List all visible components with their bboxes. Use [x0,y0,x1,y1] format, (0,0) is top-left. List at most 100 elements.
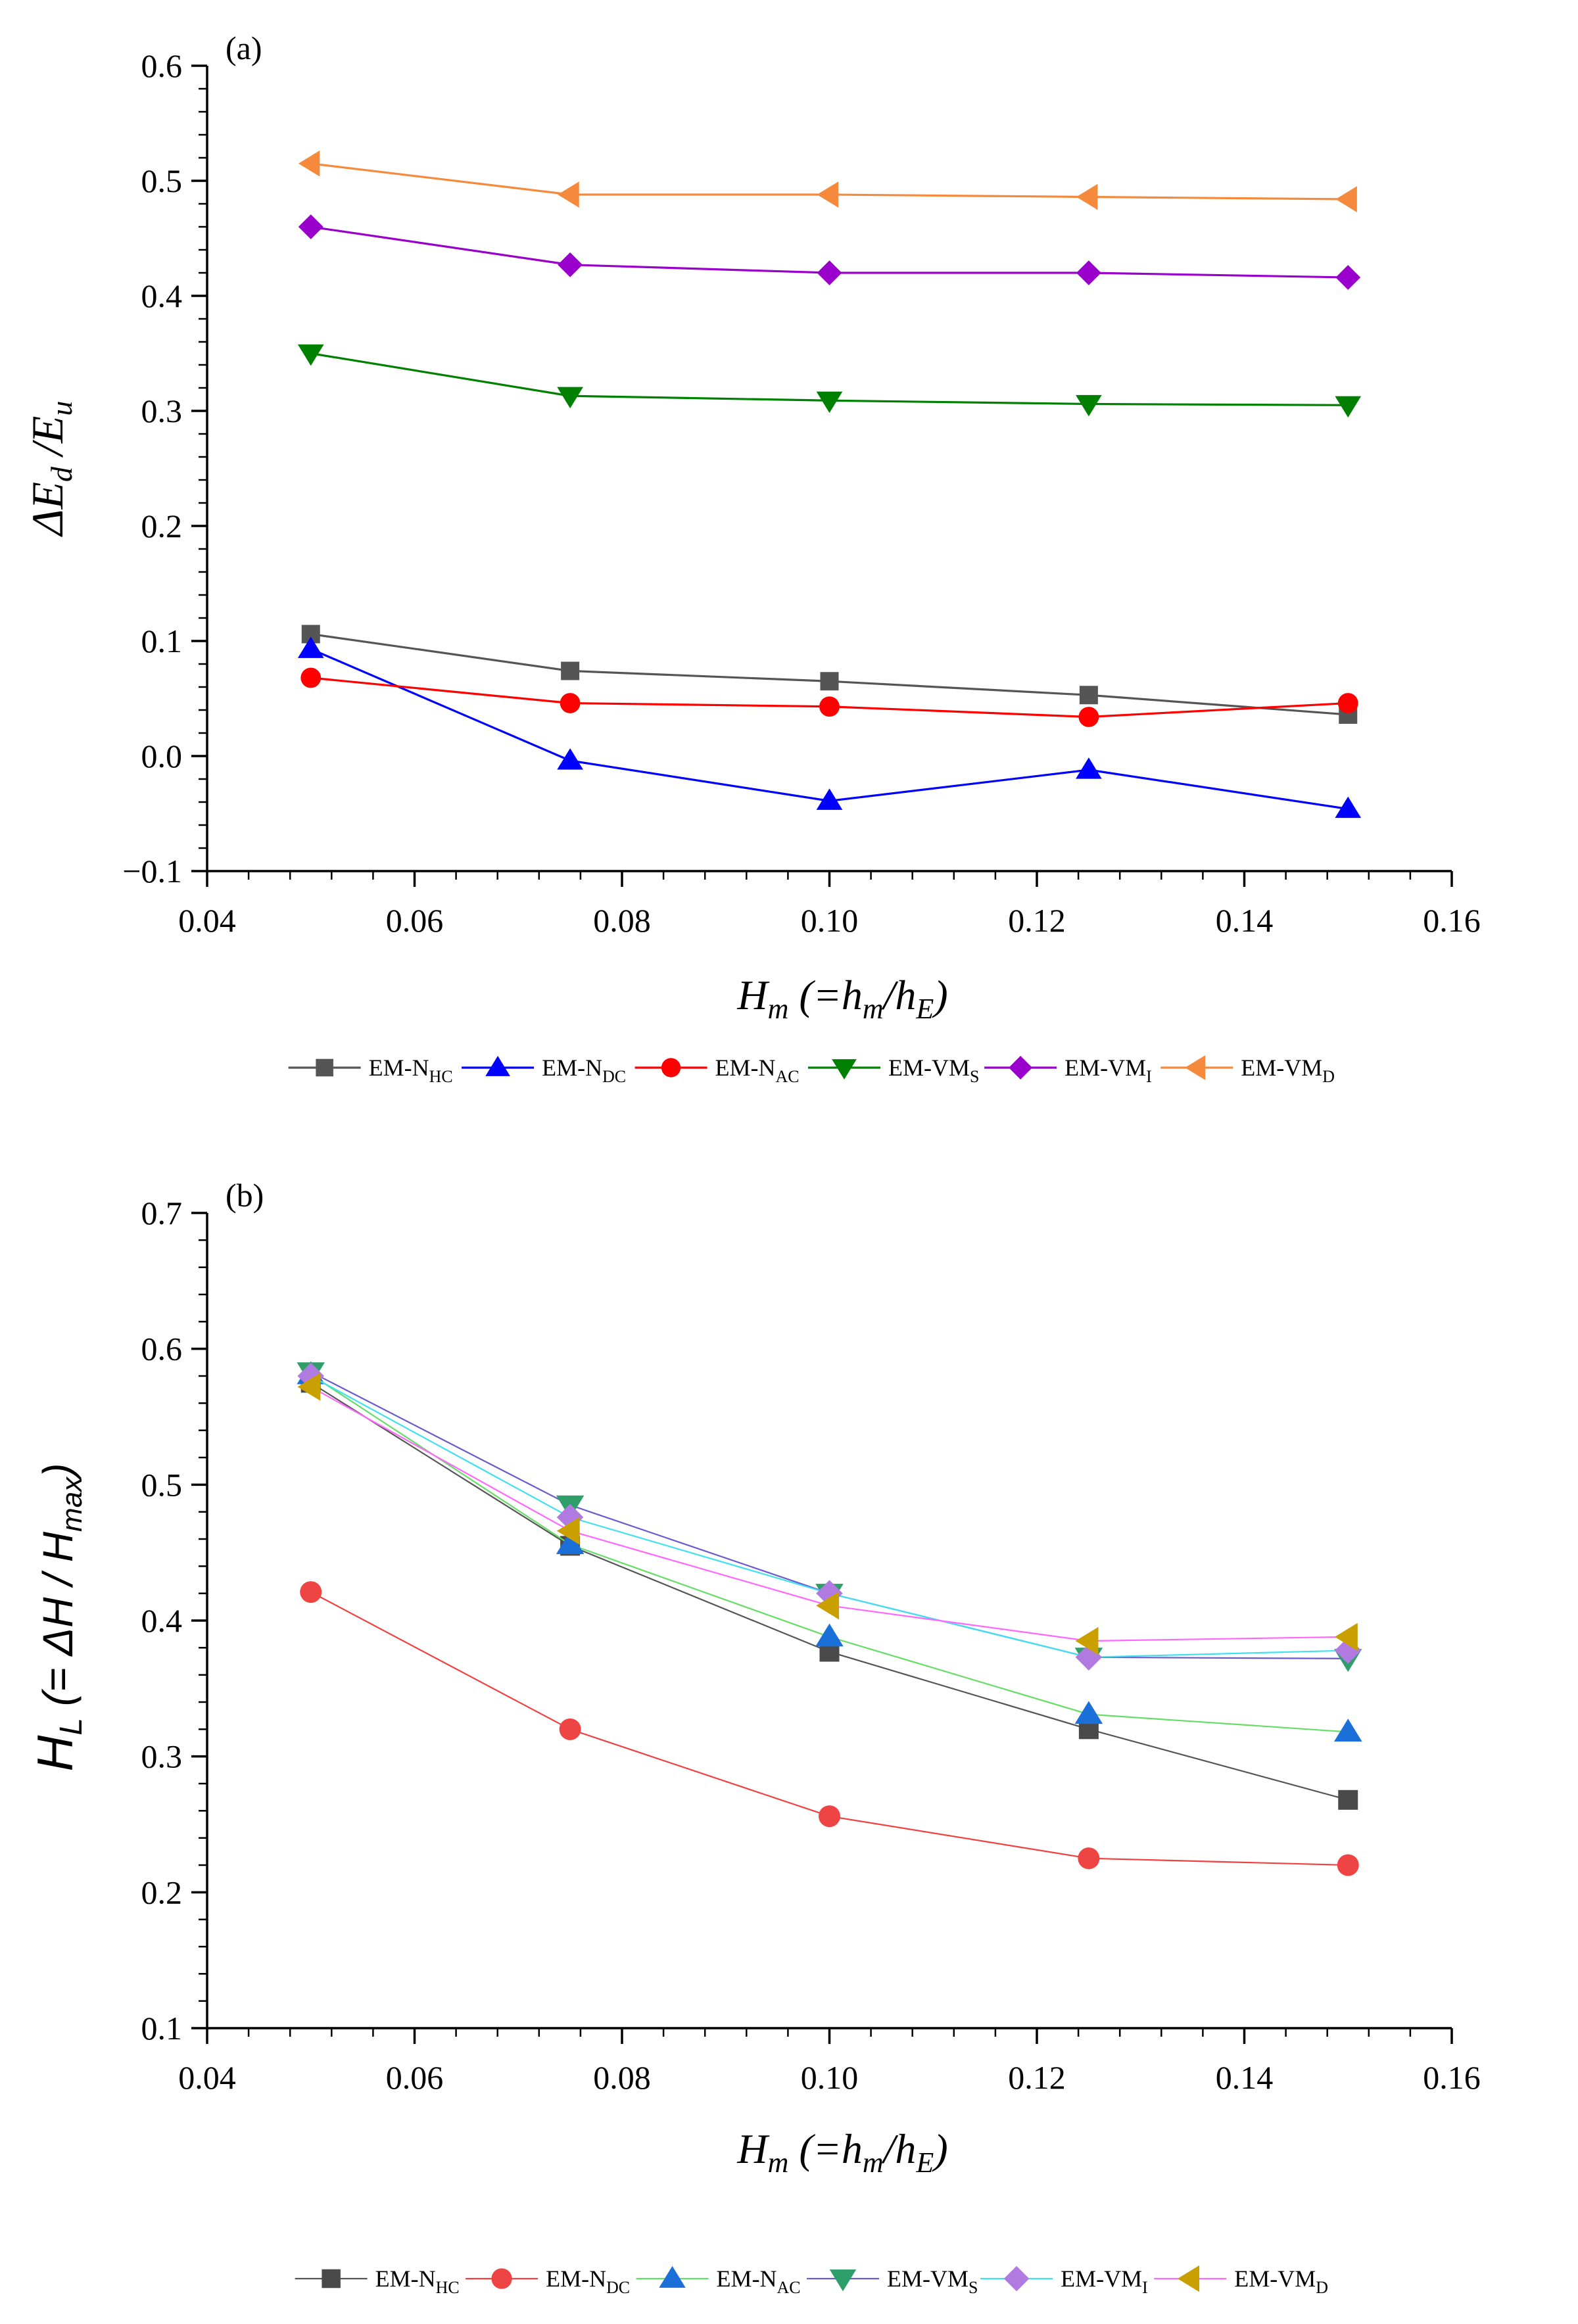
x-tick-label: 0.12 [1008,2059,1066,2096]
x-tick-label: 0.16 [1423,902,1481,939]
series-line [310,1374,1349,1733]
legend-item: EM-NHC [295,2265,460,2297]
y-tick-label: 0.0 [141,738,183,774]
data-point [1335,796,1362,818]
panel-label: (a) [226,30,262,66]
data-point [820,672,839,691]
legend-item: EM-NHC [288,1055,453,1086]
data-point [1076,757,1102,779]
x-tick-label: 0.08 [593,2059,651,2096]
x-tick-label: 0.14 [1216,902,1274,939]
x-tick-label: 0.06 [386,2059,444,2096]
y-tick-label: 0.4 [141,1602,183,1639]
data-point [1076,183,1098,210]
data-point [1335,186,1357,212]
series-em-n-ac [297,1361,1362,1742]
y-tick-label: 0.7 [141,1195,183,1231]
data-point [558,252,583,277]
legend-item: EM-NAC [634,1055,800,1086]
legend-item: EM-VMS [807,1055,979,1086]
legend-item: EM-VMS [806,2265,978,2297]
y-tick-label: 0.6 [141,47,183,84]
series-em-n-dc [297,636,1362,818]
legend: EM-NHC EM-NDC EM-NAC EM-VMS EM-VMI EM-VMD [288,1055,1335,1086]
data-point [557,748,583,770]
x-axis-label: Hm (=hm/hE) [736,2125,947,2179]
data-point [1335,396,1362,418]
series-em-n-ac [300,667,1358,727]
data-point [1074,1701,1103,1724]
legend-item: EM-VMD [1160,1055,1335,1086]
legend-label: EM-NAC [717,2265,801,2297]
y-tick-label: 0.1 [141,2010,183,2047]
data-point [816,1592,840,1620]
y-tick-label: 0.5 [141,162,183,199]
legend-item: EM-NDC [462,1055,626,1086]
series-em-n-dc [300,1581,1359,1876]
legend-marker [829,2269,857,2292]
data-point [1337,1854,1359,1876]
data-point [1335,265,1361,290]
data-point [1338,1790,1358,1810]
legend-label: EM-VMD [1234,2265,1328,2297]
legend-label: EM-VMS [887,2265,978,2297]
legend-marker [316,1058,333,1077]
legend-label: EM-NDC [542,1055,626,1086]
legend-label: EM-VMI [1061,2265,1148,2297]
data-point [819,1805,840,1828]
data-point [297,636,324,658]
legend-marker [832,1059,857,1079]
data-point [819,696,840,717]
data-point [561,661,580,680]
data-point [1076,260,1101,285]
y-tick-label: 0.1 [141,623,183,659]
legend-marker [661,1058,681,1078]
data-point [559,1718,581,1740]
data-point [816,788,843,810]
y-tick-label: 0.6 [141,1331,183,1367]
data-point [1333,1719,1362,1742]
series-line [310,1371,1349,1659]
y-tick-label: 0.2 [141,1874,183,1910]
y-tick-label: 0.3 [141,1738,183,1775]
y-axis-label: HL (= ΔH / Hmax) [28,1463,89,1772]
legend-label: EM-VMD [1241,1055,1335,1086]
legend-label: EM-NAC [715,1055,800,1086]
data-point [297,344,324,366]
x-tick-label: 0.08 [593,902,651,939]
data-point [1078,1847,1100,1870]
chart-panel-b: 0.1 0.2 0.3 0.4 0.5 0.6 0.7 0.04 0.06 0.08 0.10 0.1… [28,1177,1481,2297]
data-point [556,1531,585,1554]
data-point [300,667,322,688]
legend-item: EM-VMI [984,1055,1152,1086]
legend-marker [485,1056,510,1076]
panel-label: (b) [226,1177,264,1214]
legend-marker [1185,1055,1206,1080]
data-point [1076,394,1102,417]
x-tick-label: 0.04 [178,902,236,939]
legend-label: EM-VMI [1064,1055,1152,1086]
data-point [560,693,581,713]
data-point [1079,686,1098,705]
data-point [297,1373,321,1401]
x-tick-label: 0.10 [801,2059,859,2096]
data-point [298,150,320,177]
series-em-vm-i [298,214,1361,290]
legend-marker [491,2268,512,2289]
data-point [817,181,839,208]
data-point [298,214,323,239]
series-line [310,1375,1349,1658]
data-point [1078,707,1099,727]
series-em-vm-d [298,150,1357,212]
legend-marker [1009,1056,1033,1079]
legend-marker [659,2265,686,2288]
legend: EM-NHC EM-NDC EM-NAC EM-VMS EM-VMI EM-VMD [295,2265,1328,2297]
x-tick-label: 0.06 [386,902,444,939]
legend-item: EM-NDC [466,2265,630,2297]
data-point [556,1517,580,1545]
y-tick-label: 0.2 [141,508,183,544]
legend-label: EM-NHC [375,2265,460,2297]
y-tick-label: 0.4 [141,277,183,314]
y-tick-label: 0.3 [141,392,183,429]
